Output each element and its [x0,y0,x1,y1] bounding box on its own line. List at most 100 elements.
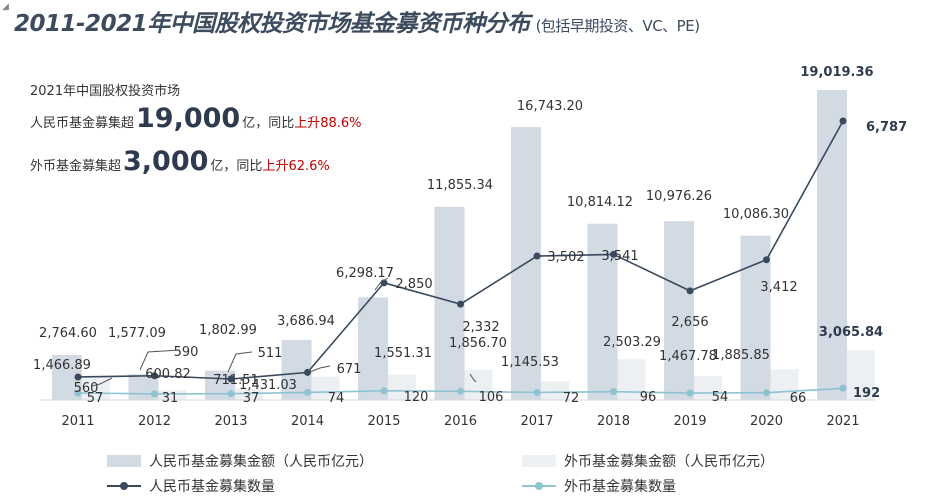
data-label-fx-amount: 600.82 [145,367,191,382]
point-fx-count [839,384,847,392]
data-label-fx-count: 37 [243,391,260,406]
data-label-rmb-count: 560 [74,381,99,396]
legend-rmb-count-label: 人民币基金募集数量 [149,479,275,495]
x-tick-label: 2017 [520,414,553,429]
x-tick-label: 2018 [597,414,630,429]
data-label-fx-amount: 3,065.84 [819,325,883,340]
annotation-rmb-amount: 19,000 [136,103,241,134]
point-fx-count [380,387,388,395]
data-label-fx-count: 74 [328,391,345,406]
bar-fx-amount [235,388,263,400]
data-label-rmb-count: 590 [174,345,199,360]
legend-rmb-amount: 人民币基金募集金额（人民币亿元） [107,451,373,471]
annotation-line1: 2021年中国股权投资市场 [30,84,181,99]
point-rmb-count [151,372,158,380]
annotation-fx-change: 上升62.6% [262,159,330,174]
data-label-fx-amount: 1,467.78 [659,349,717,364]
bar-fx-amount [158,390,187,400]
leader-line [374,277,389,291]
legend-rmb-count: 人民币基金募集数量 [107,476,275,496]
point-fx-count [74,389,82,397]
bar-rmb-amount [664,221,694,400]
data-label-fx-amount: 2,503.29 [603,335,661,350]
data-label-fx-amount: 1,431.03 [239,378,297,393]
bar-fx-amount [464,369,493,400]
annotation-fx: 外币基金募集超3,000 亿，同比上升62.6% [30,146,330,177]
corner-icon: ◢ [2,2,9,12]
legend-rmb-amount-swatch [107,455,141,467]
leader-line [469,373,477,383]
data-label-fx-count: 31 [162,391,179,406]
point-fx-count [304,388,311,396]
data-label-rmb-count: 511 [258,346,283,361]
x-tick-label: 2012 [138,414,171,429]
bar-fx-amount [617,359,646,400]
bar-fx-amount [311,376,340,400]
data-label-rmb-amount: 11,855.34 [427,178,493,193]
data-label-rmb-amount: 10,086.30 [723,207,789,222]
bar-rmb-amount [358,297,388,400]
point-rmb-count [533,252,541,260]
data-label-rmb-amount: 10,976.26 [646,189,712,204]
data-label-rmb-count: 2,332 [462,320,499,335]
data-label-rmb-count: 6,787 [866,120,907,135]
point-rmb-count [839,117,847,125]
annotation-rmb-change: 上升88.6% [294,116,362,131]
data-label-fx-count: 106 [479,390,504,405]
data-label-rmb-count: 2,850 [395,277,432,292]
x-tick-label: 2019 [673,414,706,429]
data-label-rmb-amount: 6,298.17 [336,266,394,281]
data-label-fx-count: 54 [712,390,729,405]
point-fx-count [610,388,617,396]
point-fx-count [533,388,541,396]
x-tick-label: 2014 [291,414,324,429]
annotation-fx-prefix: 外币基金募集超 [30,159,122,174]
data-label-fx-amount: 711.51 [213,373,259,388]
data-label-rmb-amount: 19,019.36 [800,65,873,80]
data-label-fx-count: 72 [563,391,580,406]
chart-title: 2011-2021年中国股权投资市场基金募资币种分布 (包括早期投资、VC、PE) [14,11,700,37]
data-label-fx-amount: 1,145.53 [501,355,559,370]
data-label-fx-amount: 1,856.70 [449,336,507,351]
legend-fx-amount: 外币基金募集金额（人民币亿元） [522,451,774,471]
data-label-rmb-count: 3,502 [547,250,584,265]
data-label-fx-count: 192 [853,386,880,401]
legend-rmb-amount-label: 人民币基金募集金额（人民币亿元） [149,454,373,470]
x-tick-label: 2015 [367,414,400,429]
bar-fx-amount [694,376,722,400]
legend-fx-count-label: 外币基金募集数量 [564,479,676,495]
bar-fx-amount [541,381,569,400]
point-rmb-count [763,256,770,264]
point-fx-count [457,387,464,395]
data-label-rmb-amount: 1,802.99 [199,323,257,338]
data-label-fx-amount: 1,551.31 [374,346,432,361]
point-rmb-count [457,300,464,308]
data-label-rmb-amount: 2,764.60 [39,326,97,341]
data-label-rmb-amount: 1,577.09 [108,326,166,341]
data-label-rmb-count: 2,656 [671,315,708,330]
leader-line [227,351,253,373]
data-label-fx-count: 57 [87,391,104,406]
x-tick-label: 2016 [444,414,477,429]
data-label-rmb-count: 3,541 [601,249,638,264]
point-rmb-count [74,373,82,381]
annotation-fx-amount: 3,000 [123,146,209,177]
point-rmb-count [304,368,311,376]
bar-fx-amount [847,350,875,400]
point-fx-count [151,390,158,398]
data-label-rmb-amount: 16,743.20 [517,99,583,114]
leader-line [139,349,181,371]
point-rmb-count [227,375,235,383]
legend-fx-amount-swatch [522,455,556,467]
data-label-fx-amount: 1,885.85 [712,348,770,363]
x-tick-label: 2013 [214,414,247,429]
legend-rmb-count-swatch [107,480,141,492]
data-label-rmb-count: 3,412 [760,280,797,295]
chart-subtitle: (包括早期投资、VC、PE) [535,17,700,35]
legend-fx-count: 外币基金募集数量 [522,476,676,496]
leader-line [309,365,331,373]
annotation-fx-suffix: 亿，同比 [210,159,263,174]
data-label-rmb-amount: 10,814.12 [567,195,633,210]
data-label-fx-amount: 1,466.89 [33,358,91,373]
